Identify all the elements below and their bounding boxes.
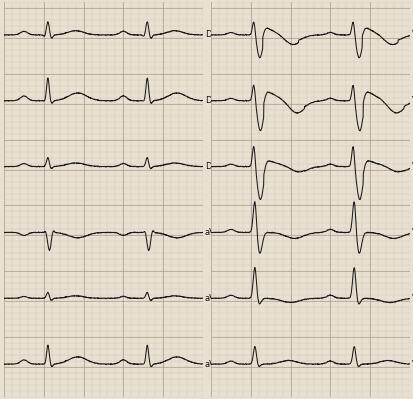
Text: V2: V2 (411, 96, 413, 105)
Text: D2: D2 (204, 96, 216, 105)
Text: aVL: aVL (204, 294, 220, 303)
Text: DI: DI (204, 30, 214, 40)
Text: D3: D3 (204, 162, 216, 171)
Text: V1: V1 (411, 30, 413, 40)
Text: V3: V3 (411, 162, 413, 171)
Text: V4: V4 (411, 228, 413, 237)
Text: aVR: aVR (204, 228, 221, 237)
Text: V5: V5 (411, 294, 413, 303)
Text: aVF: aVF (204, 359, 220, 369)
Text: V6: V6 (411, 359, 413, 369)
